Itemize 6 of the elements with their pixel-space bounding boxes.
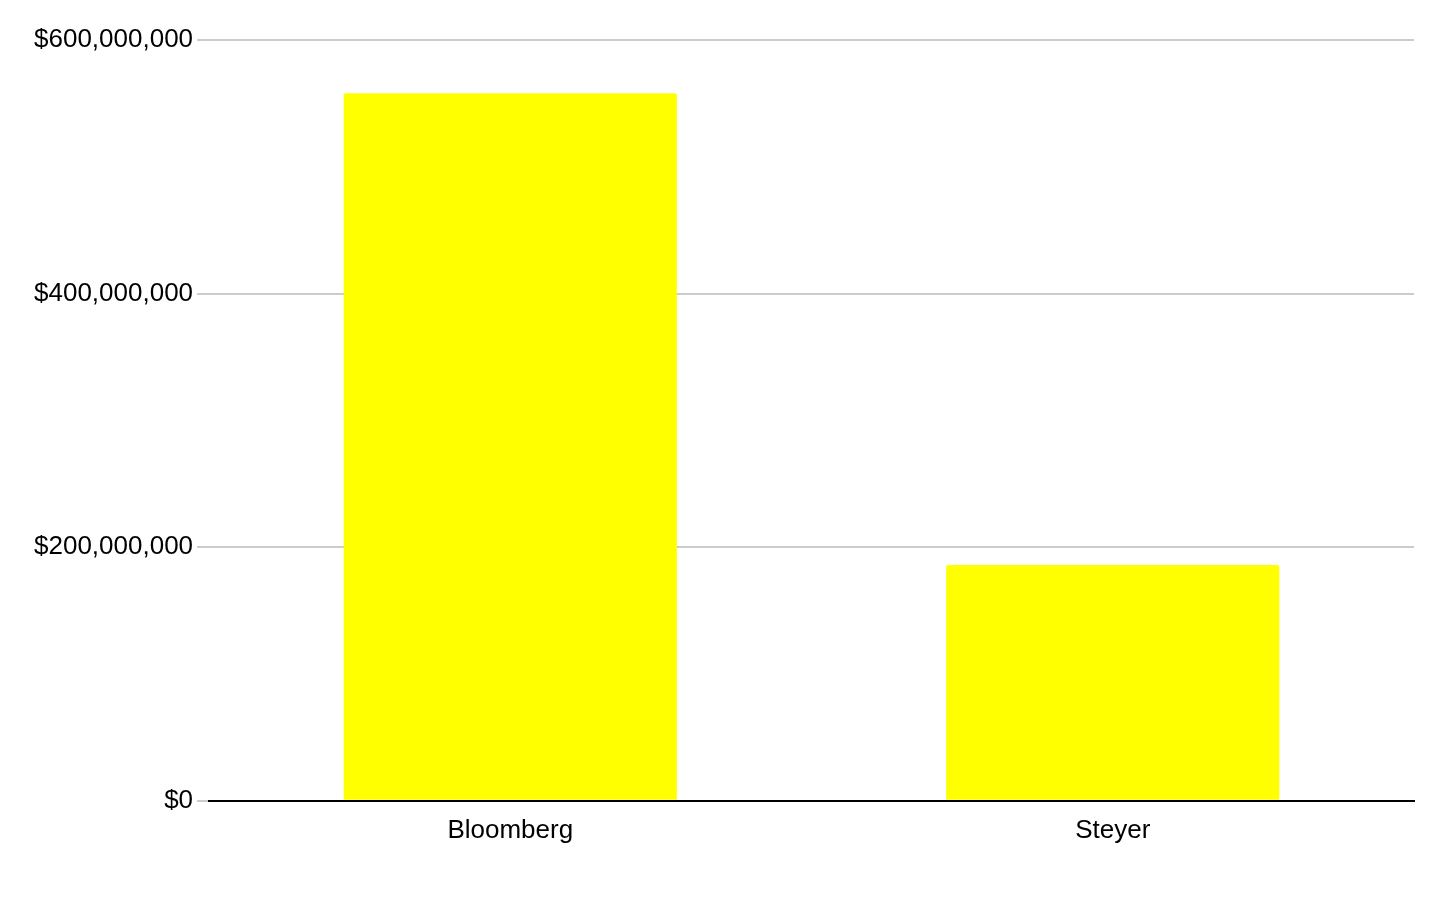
y-tick-label: $400,000,000 — [34, 276, 194, 307]
y-tick-label: $0 — [164, 783, 194, 814]
x-tick-label: Bloomberg — [447, 813, 574, 844]
y-tick-label: $200,000,000 — [34, 530, 194, 561]
x-tick-label: Steyer — [1075, 813, 1151, 844]
y-tick-label: $600,000,000 — [34, 23, 194, 54]
